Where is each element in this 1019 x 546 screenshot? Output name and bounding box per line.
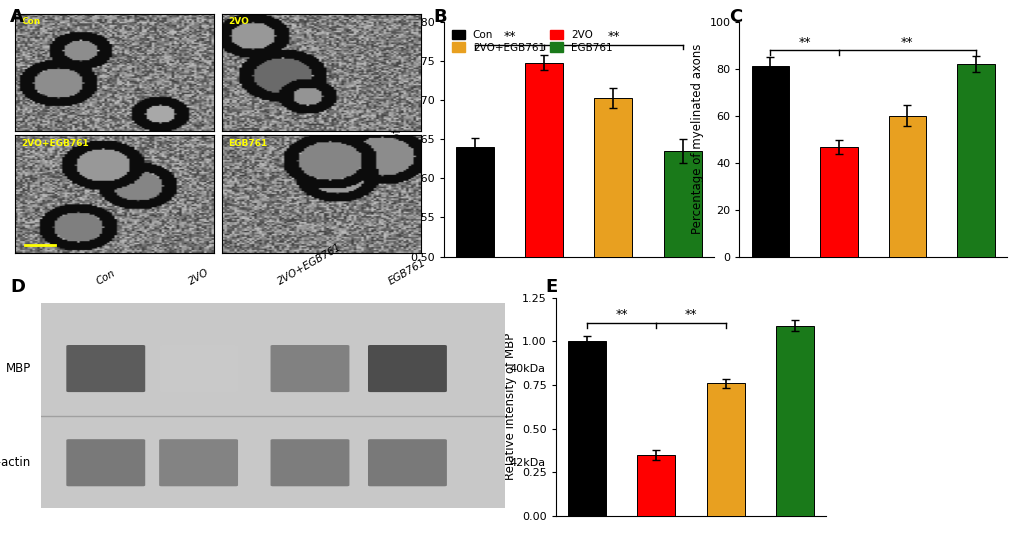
- Bar: [525, 63, 562, 546]
- Text: **: **: [684, 308, 697, 321]
- Text: A: A: [10, 8, 24, 26]
- Bar: [568, 341, 605, 516]
- Bar: [819, 147, 857, 257]
- Text: Con: Con: [21, 17, 41, 26]
- Bar: [888, 116, 925, 257]
- Text: **: **: [606, 30, 620, 43]
- FancyBboxPatch shape: [270, 439, 350, 486]
- Text: EGB761: EGB761: [386, 257, 428, 287]
- Text: 40kDa: 40kDa: [510, 364, 545, 373]
- FancyBboxPatch shape: [368, 439, 446, 486]
- FancyBboxPatch shape: [270, 345, 350, 392]
- FancyBboxPatch shape: [66, 439, 145, 486]
- Text: Con: Con: [95, 268, 117, 287]
- Text: 2VO+EGB761: 2VO+EGB761: [21, 139, 89, 148]
- Bar: [706, 383, 744, 516]
- Text: 2VO: 2VO: [186, 267, 210, 287]
- FancyBboxPatch shape: [159, 439, 237, 486]
- Text: C: C: [729, 8, 742, 26]
- FancyBboxPatch shape: [159, 345, 237, 392]
- Text: **: **: [615, 308, 628, 321]
- Bar: [751, 67, 789, 257]
- Text: E: E: [545, 278, 557, 296]
- Text: D: D: [10, 278, 25, 296]
- Text: **: **: [503, 30, 516, 43]
- Legend: Con, 2VO+EGB761, 2VO, EGB761: Con, 2VO+EGB761, 2VO, EGB761: [448, 27, 615, 56]
- Text: 2VO+EGB761: 2VO+EGB761: [276, 242, 343, 287]
- Y-axis label: g-ratio of axon: g-ratio of axon: [391, 96, 404, 182]
- Text: **: **: [798, 36, 810, 49]
- Text: EGB761: EGB761: [228, 139, 267, 148]
- Text: 2VO: 2VO: [228, 17, 249, 26]
- Bar: [663, 151, 701, 546]
- Y-axis label: Relative intensity of MBP: Relative intensity of MBP: [503, 333, 516, 480]
- Bar: [775, 325, 813, 516]
- Bar: [637, 455, 675, 516]
- Text: 42kDa: 42kDa: [510, 458, 545, 468]
- Text: β-actin: β-actin: [0, 456, 32, 469]
- Text: B: B: [433, 8, 446, 26]
- Bar: [455, 147, 493, 546]
- Text: **: **: [900, 36, 913, 49]
- Bar: [956, 64, 994, 257]
- Y-axis label: Percentage of myelinated axons: Percentage of myelinated axons: [690, 44, 703, 234]
- FancyBboxPatch shape: [66, 345, 145, 392]
- Bar: [594, 98, 632, 546]
- FancyBboxPatch shape: [368, 345, 446, 392]
- Text: MBP: MBP: [6, 362, 32, 375]
